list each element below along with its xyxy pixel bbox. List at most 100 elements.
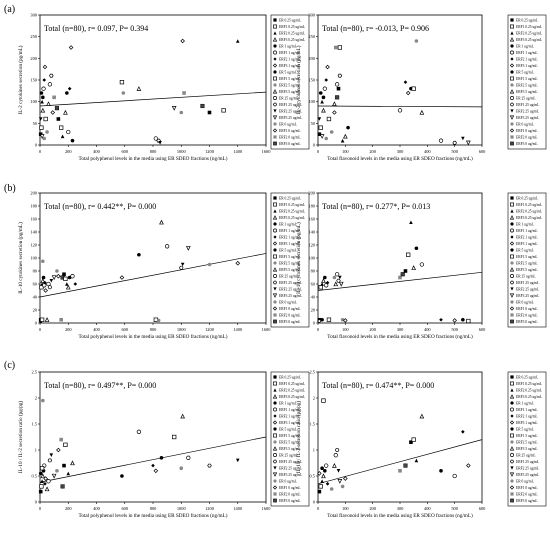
data-point	[67, 86, 72, 91]
x-tick-label: 0	[39, 149, 42, 154]
legend-marker	[510, 18, 514, 22]
data-point	[200, 103, 205, 109]
legend-label: ERF3 5 ug/mL	[516, 268, 538, 272]
legend-label: ERF2 25 ug/mL	[279, 109, 302, 113]
legend-label: ER 0 ug/mL	[516, 122, 534, 126]
data-point	[323, 275, 327, 280]
y-tick-label: 0.5	[32, 474, 38, 479]
y-tick-label: 160	[308, 217, 315, 222]
legend-label: ER 1 ug/mL	[279, 44, 297, 48]
legend-marker	[510, 254, 514, 259]
legend-marker	[510, 300, 514, 304]
legend-marker	[273, 96, 277, 100]
data-point	[452, 140, 457, 145]
legend-label: ERF2 0 ug/mL	[516, 135, 538, 139]
data-point	[332, 275, 337, 280]
legend-marker	[509, 115, 515, 120]
data-point	[405, 90, 411, 96]
legend-marker	[273, 254, 277, 259]
legend-label: ERF1 0 ug/mL	[516, 129, 538, 133]
legend-marker	[273, 375, 277, 379]
x-tick-label: 200	[65, 149, 72, 154]
data-point	[452, 473, 457, 479]
legend-label: ERF3 0.25 ug/mL	[516, 38, 542, 42]
trend-line	[39, 436, 267, 483]
y-axis-label: IL-10 / IL-2 secretion ratio (pg/pg)	[295, 401, 302, 474]
data-point	[41, 398, 45, 403]
data-point	[398, 275, 402, 280]
legend-box	[270, 192, 310, 328]
legend-marker	[510, 375, 514, 379]
data-point	[323, 469, 327, 473]
legend-label: ERF3 5 ug/mL	[279, 447, 301, 451]
x-tick-label: 800	[150, 506, 157, 511]
legend-label: ERF2 25 ug/mL	[279, 287, 302, 291]
data-point	[321, 95, 326, 100]
legend-label: ERF2 1 ug/mL	[516, 57, 538, 61]
data-point	[329, 487, 334, 491]
data-point	[321, 107, 326, 113]
data-point	[337, 73, 343, 78]
x-tick-label: 0	[317, 327, 320, 332]
legend-marker	[273, 433, 277, 438]
data-point	[62, 463, 66, 468]
legend-label: ERF1 0.25 ug/mL	[516, 203, 542, 207]
legend-marker	[509, 459, 515, 464]
data-point	[52, 95, 56, 100]
data-point	[63, 442, 68, 447]
chart-3: 0 200 400 600 800 1000 1200 1400 1600 0 20 40 60 80 10…	[17, 191, 271, 341]
data-point	[320, 282, 324, 286]
legend-label: ER 5 ug/mL	[516, 70, 534, 74]
data-point	[336, 86, 341, 91]
data-point	[43, 280, 47, 285]
legend-marker	[273, 202, 277, 207]
data-point	[136, 86, 142, 91]
data-point	[320, 99, 324, 104]
y-tick-label: 100	[308, 256, 315, 261]
legend-label: ER 1 ug/mL	[516, 401, 534, 405]
legend-marker	[273, 427, 277, 431]
legend-marker	[510, 479, 514, 483]
data-point	[346, 125, 350, 130]
data-point	[340, 138, 345, 143]
legend-marker	[273, 109, 277, 113]
legend-marker	[272, 293, 278, 298]
x-tick-label: 1400	[233, 506, 243, 511]
x-tick-label: 400	[424, 506, 431, 511]
data-point	[324, 78, 328, 82]
legend-marker	[273, 44, 277, 48]
legend-label: ERF2 5 ug/mL	[516, 83, 538, 87]
data-point	[59, 437, 63, 442]
legend-marker	[273, 300, 277, 304]
legend-marker	[273, 135, 277, 139]
data-point	[41, 259, 45, 264]
legend-marker	[510, 407, 514, 412]
stat-annotation: Total (n=80), r= 0.474**, P= 0.000	[322, 381, 434, 390]
legend-marker	[510, 76, 514, 81]
legend-label: ERF3 5 ug/mL	[516, 90, 538, 94]
y-tick-label: 1	[35, 448, 37, 453]
data-point	[40, 99, 44, 104]
legend-label: ER 5 ug/mL	[279, 427, 297, 431]
legend-6: ER 0.25 ug/mL ERF1 0.25 ug/mL ERF2 0.25 ug…	[507, 371, 547, 507]
data-point	[49, 453, 54, 457]
legend-label: ERF3 5 ug/mL	[279, 268, 301, 272]
data-point	[121, 91, 126, 95]
x-tick-label: 600	[479, 506, 486, 511]
legend-label: ERF3 1 ug/mL	[279, 64, 301, 68]
trend-line	[317, 271, 483, 291]
chart-5: 0 200 400 600 800 1000 1200 1400 1600 0 0.5 1 1.5 2 2.…	[17, 370, 271, 520]
legend-label: ERF1 25 ug/mL	[279, 460, 302, 464]
y-tick-label: 20	[311, 308, 316, 313]
legend-label: ERF1 25 ug/mL	[516, 103, 539, 107]
legend-label: ERF1 1 ug/mL	[516, 51, 538, 55]
legend-label: ERF1 0.25 ug/mL	[279, 25, 305, 29]
data-point	[60, 134, 65, 139]
data-point	[44, 486, 50, 492]
legend-label: ERF1 5 ug/mL	[516, 77, 538, 81]
data-point	[38, 489, 43, 494]
x-tick-label: 1600	[262, 327, 272, 332]
legend-label: ERF1 0 ug/mL	[279, 486, 301, 490]
legend-marker	[273, 76, 277, 81]
